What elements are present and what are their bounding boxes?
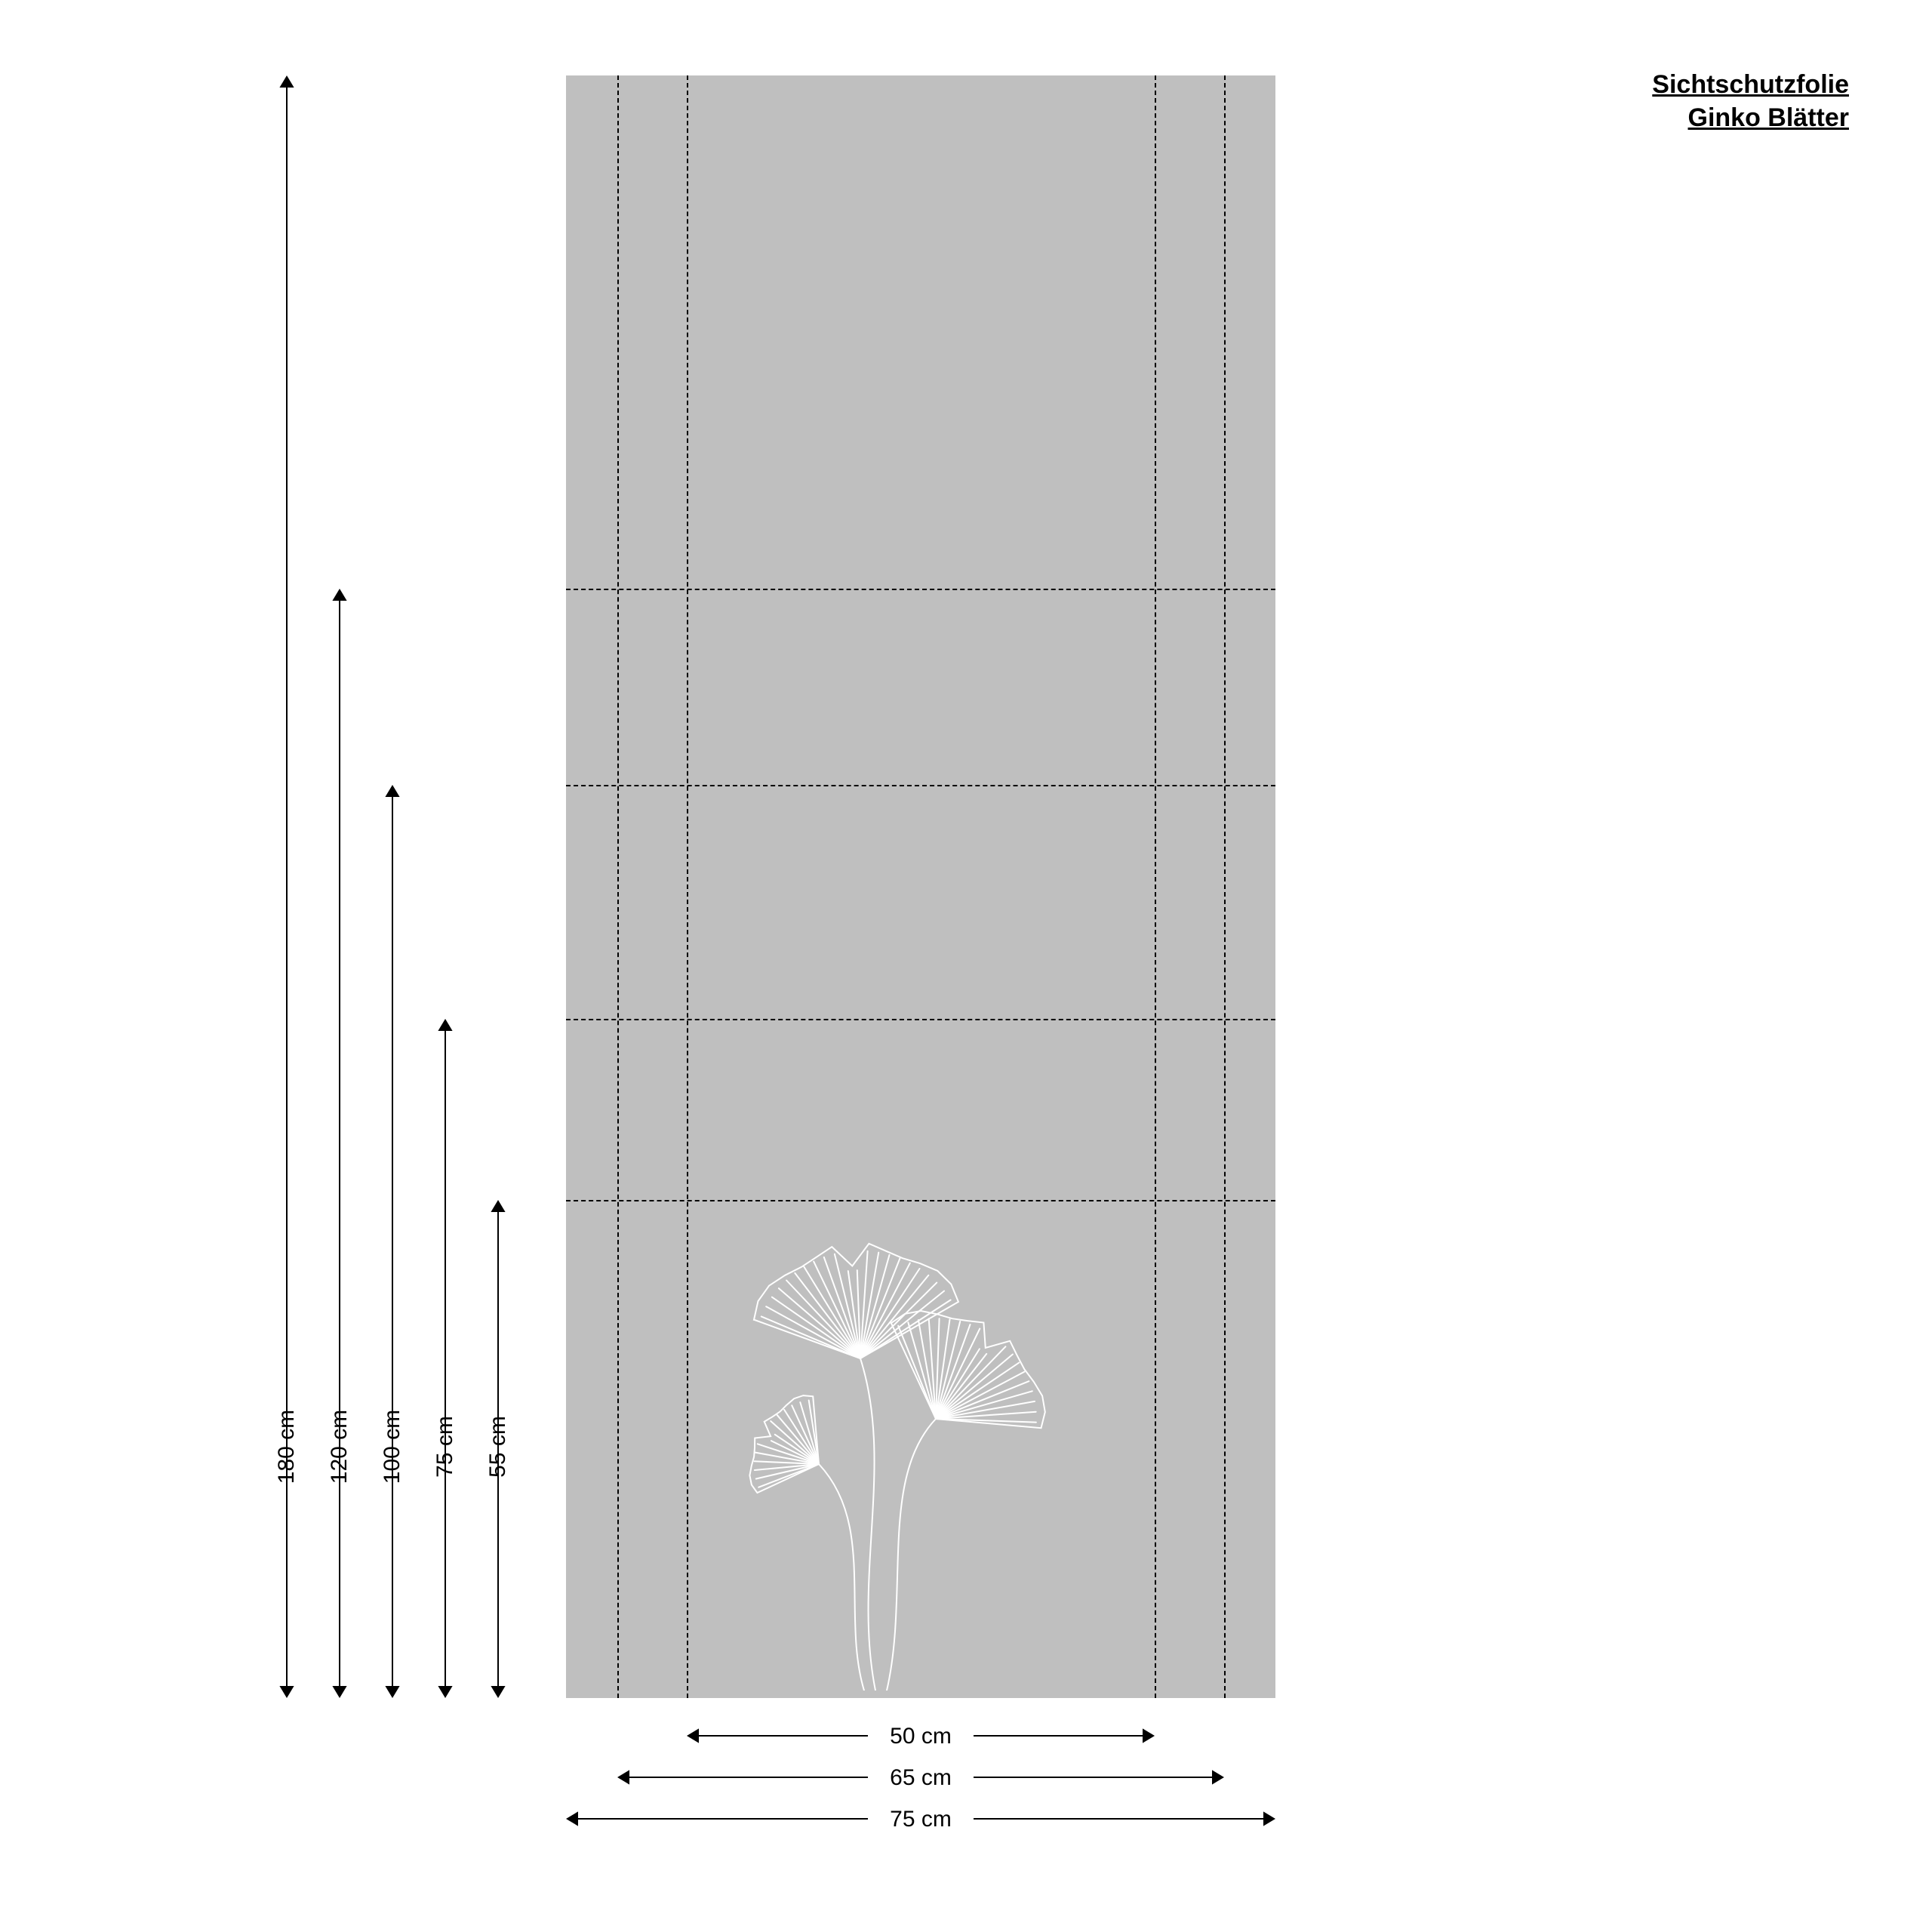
dim-arrow-vertical [328, 589, 352, 1698]
dim-label-horizontal: 50 cm [868, 1724, 974, 1749]
foil-panel [566, 75, 1275, 1698]
dim-label-vertical: 180 cm [274, 1386, 300, 1507]
ginkgo-icon [694, 1177, 1072, 1690]
dim-label-vertical: 100 cm [380, 1386, 405, 1507]
guide-vertical [1224, 75, 1226, 1698]
title: Sichtschutzfolie Ginko Blätter [1652, 68, 1849, 134]
guide-vertical [687, 75, 688, 1698]
guide-horizontal [566, 785, 1275, 786]
dim-label-horizontal: 75 cm [868, 1807, 974, 1832]
dim-label-vertical: 75 cm [432, 1386, 458, 1507]
guide-horizontal [566, 589, 1275, 590]
dim-arrow-vertical [380, 785, 405, 1698]
dim-arrow-vertical [433, 1019, 457, 1698]
guide-horizontal [566, 1019, 1275, 1020]
dim-label-vertical: 55 cm [485, 1386, 511, 1507]
dim-label-vertical: 120 cm [327, 1386, 352, 1507]
title-line2: Ginko Blätter [1652, 101, 1849, 134]
guide-vertical [617, 75, 619, 1698]
dim-label-horizontal: 65 cm [868, 1765, 974, 1791]
title-line1: Sichtschutzfolie [1652, 68, 1849, 101]
guide-vertical [1155, 75, 1156, 1698]
